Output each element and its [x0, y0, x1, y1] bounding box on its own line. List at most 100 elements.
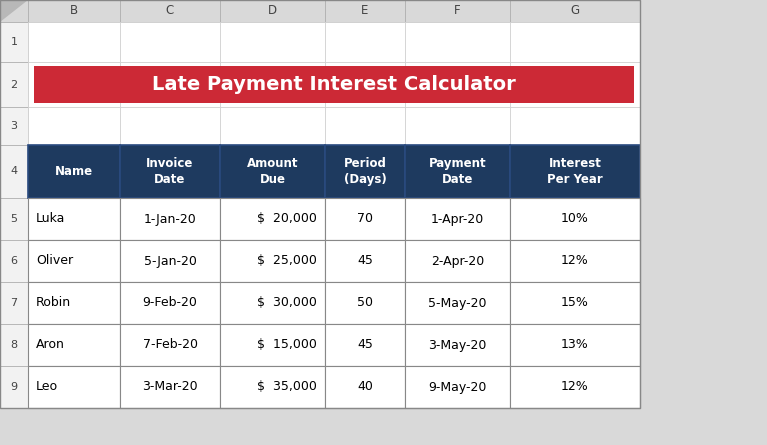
Text: 3: 3	[11, 121, 18, 131]
Bar	[405, 198, 510, 240]
Bar	[120, 0, 220, 22]
Text: Aron: Aron	[36, 339, 65, 352]
Text: 3-Mar-20: 3-Mar-20	[142, 380, 198, 393]
Bar	[220, 240, 325, 282]
Text: 2: 2	[11, 80, 18, 89]
Text: G: G	[571, 4, 580, 17]
Bar	[510, 22, 640, 62]
Bar	[405, 0, 510, 22]
Text: D: D	[268, 4, 277, 17]
Text: $  35,000: $ 35,000	[257, 380, 317, 393]
Bar	[325, 282, 405, 324]
Text: E: E	[361, 4, 369, 17]
Bar	[120, 240, 220, 282]
Bar	[510, 366, 640, 408]
Bar	[0, 0, 28, 22]
Text: $  30,000: $ 30,000	[257, 296, 317, 310]
Bar	[28, 107, 120, 145]
Text: Leo: Leo	[36, 380, 58, 393]
Bar	[0, 366, 28, 408]
Bar	[325, 145, 405, 198]
Text: 10%: 10%	[561, 213, 589, 226]
Bar	[0, 107, 28, 145]
Bar	[34, 66, 634, 103]
Text: 1-Jan-20: 1-Jan-20	[143, 213, 196, 226]
Bar	[325, 62, 405, 107]
Bar	[0, 22, 28, 62]
Text: Amount
Due: Amount Due	[247, 157, 298, 186]
Bar	[120, 198, 220, 240]
Bar	[28, 22, 120, 62]
Bar	[325, 22, 405, 62]
Text: $  15,000: $ 15,000	[257, 339, 317, 352]
Text: 13%: 13%	[561, 339, 589, 352]
Text: Oliver: Oliver	[36, 255, 73, 267]
Bar	[405, 62, 510, 107]
Bar	[120, 22, 220, 62]
Text: $  25,000: $ 25,000	[257, 255, 317, 267]
Bar	[405, 282, 510, 324]
Bar	[510, 62, 640, 107]
Text: Period
(Days): Period (Days)	[344, 157, 387, 186]
Text: 4: 4	[11, 166, 18, 177]
Bar	[405, 366, 510, 408]
Bar	[0, 62, 28, 107]
Bar	[0, 198, 28, 240]
Bar	[220, 107, 325, 145]
Text: B: B	[70, 4, 78, 17]
Bar	[28, 0, 120, 22]
Text: 9-Feb-20: 9-Feb-20	[143, 296, 197, 310]
Bar	[325, 198, 405, 240]
Text: Luka: Luka	[36, 213, 65, 226]
Text: 1: 1	[11, 37, 18, 47]
Bar	[28, 145, 120, 198]
Text: 8: 8	[11, 340, 18, 350]
Text: 1-Apr-20: 1-Apr-20	[431, 213, 484, 226]
Bar	[28, 240, 120, 282]
Bar	[28, 282, 120, 324]
Bar	[405, 107, 510, 145]
Bar	[405, 324, 510, 366]
Bar	[325, 324, 405, 366]
Text: 12%: 12%	[561, 380, 589, 393]
Bar	[510, 282, 640, 324]
Bar	[220, 145, 325, 198]
Bar	[220, 62, 325, 107]
Text: 2-Apr-20: 2-Apr-20	[431, 255, 484, 267]
Bar	[325, 240, 405, 282]
Text: 7: 7	[11, 298, 18, 308]
Text: F: F	[454, 4, 461, 17]
Bar	[34, 66, 634, 103]
Bar	[120, 145, 220, 198]
Text: 7-Feb-20: 7-Feb-20	[143, 339, 197, 352]
Text: 6: 6	[11, 256, 18, 266]
Text: 5: 5	[11, 214, 18, 224]
Text: Late Payment Interest Calculator: Late Payment Interest Calculator	[152, 75, 516, 94]
Polygon shape	[0, 0, 28, 22]
Text: 5-May-20: 5-May-20	[428, 296, 487, 310]
Text: 45: 45	[357, 255, 373, 267]
Bar	[510, 107, 640, 145]
Text: Interest
Per Year: Interest Per Year	[547, 157, 603, 186]
Bar	[220, 0, 325, 22]
Bar	[0, 324, 28, 366]
Text: Invoice
Date: Invoice Date	[146, 157, 194, 186]
Bar	[0, 0, 640, 408]
Bar	[0, 0, 640, 408]
Text: 9: 9	[11, 382, 18, 392]
Bar	[510, 198, 640, 240]
Bar	[28, 198, 120, 240]
Bar	[120, 324, 220, 366]
Text: C: C	[166, 4, 174, 17]
Text: 9-May-20: 9-May-20	[428, 380, 487, 393]
Bar	[0, 282, 28, 324]
Text: Payment
Date: Payment Date	[429, 157, 486, 186]
Text: 3-May-20: 3-May-20	[428, 339, 487, 352]
Text: Name: Name	[55, 165, 93, 178]
Bar	[510, 0, 640, 22]
Bar	[120, 282, 220, 324]
Bar	[28, 62, 120, 107]
Text: 50: 50	[357, 296, 373, 310]
Bar	[220, 366, 325, 408]
Text: $  20,000: $ 20,000	[257, 213, 317, 226]
